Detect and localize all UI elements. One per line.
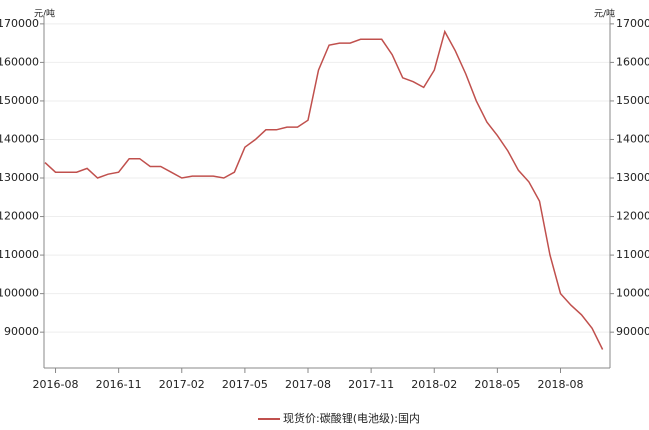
legend-label: 现货价:碳酸锂(电池级):国内 xyxy=(283,411,420,425)
y-unit-left: 元/吨 xyxy=(34,8,55,20)
x-tick-label: 2016-08 xyxy=(33,378,79,391)
y-tick-label: 140000 xyxy=(0,132,39,145)
y-tick-label: 100000 xyxy=(0,287,39,300)
x-tick-label: 2016-11 xyxy=(96,378,142,391)
y2-tick-label: 110000 xyxy=(616,248,649,261)
y-tick-label: 170000 xyxy=(0,17,39,30)
x-tick-label: 2017-08 xyxy=(285,378,331,391)
y-tick-label: 130000 xyxy=(0,171,39,184)
x-tick-label: 2017-11 xyxy=(348,378,394,391)
y2-tick-label: 170000 xyxy=(616,17,649,30)
y-tick-label: 160000 xyxy=(0,55,39,68)
series-line xyxy=(44,29,604,350)
y2-tick-label: 130000 xyxy=(616,171,649,184)
x-tick-label: 2017-05 xyxy=(222,378,268,391)
x-tick-label: 2018-02 xyxy=(411,378,457,391)
y-unit-right: 元/吨 xyxy=(594,8,615,20)
y2-tick-label: 120000 xyxy=(616,210,649,223)
y-tick-label: 110000 xyxy=(0,248,39,261)
x-tick-label: 2018-08 xyxy=(538,378,584,391)
y2-tick-label: 160000 xyxy=(616,55,649,68)
y2-tick-label: 150000 xyxy=(616,94,649,107)
y-tick-label: 90000 xyxy=(4,325,39,338)
y2-tick-label: 100000 xyxy=(616,287,649,300)
y-tick-label: 120000 xyxy=(0,210,39,223)
y2-tick-label: 140000 xyxy=(616,132,649,145)
x-tick-label: 2018-05 xyxy=(474,378,520,391)
x-tick-label: 2017-02 xyxy=(159,378,205,391)
y2-tick-label: 90000 xyxy=(616,325,649,338)
y-tick-label: 150000 xyxy=(0,94,39,107)
